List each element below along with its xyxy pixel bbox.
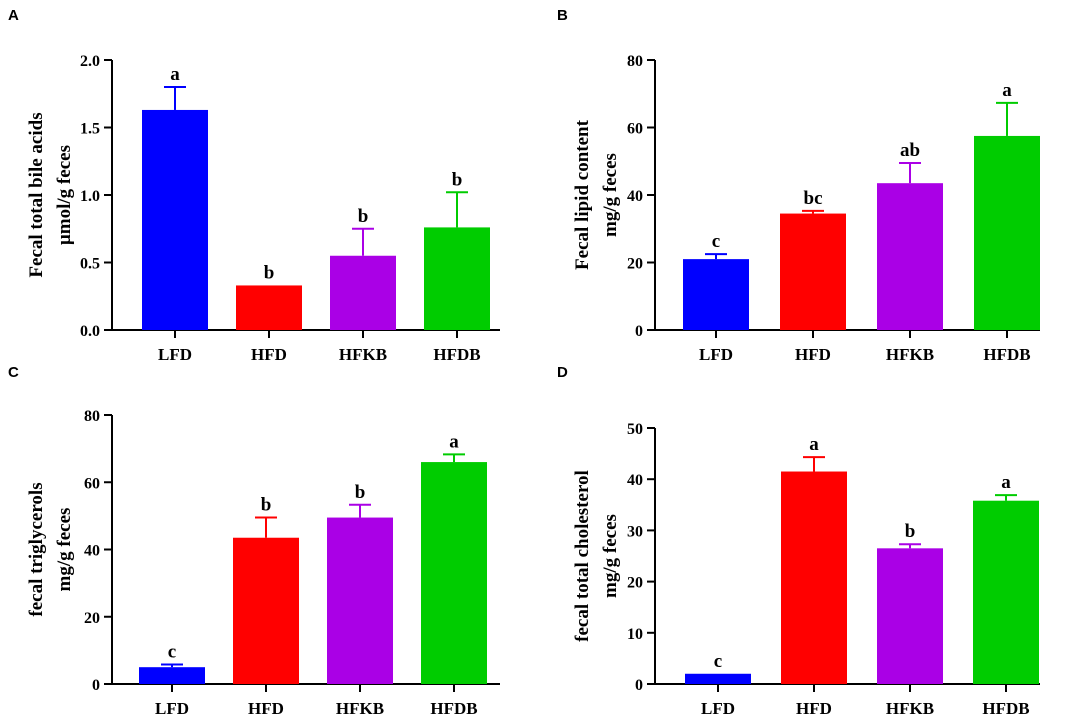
x-category-label: HFD [795,345,831,364]
bar-hfd [780,213,846,330]
significance-label: c [712,231,720,252]
y-tick-label: 40 [627,472,643,489]
y-axis-title-line: mg/g feces [600,514,621,598]
y-tick-label: 0 [635,323,643,340]
y-tick-label: 1.5 [80,121,100,138]
panel-letter: C [8,364,19,381]
significance-label: c [714,651,722,672]
bar-hfkb [877,548,943,684]
y-tick-label: 40 [84,543,100,560]
x-category-label: LFD [158,345,192,364]
x-category-label: LFD [155,699,189,717]
y-tick-label: 10 [627,626,643,643]
panel-c: C 0 20 40 60 80 fecal triglycerols mg/g feces LF… [8,364,500,717]
significance-label: b [452,169,463,190]
y-tick-label: 50 [627,421,643,438]
y-tick-label: 0 [92,677,100,694]
panel-a: A 0.0 0.5 1.0 1.5 2.0 Fecal total bile acids μm… [8,7,500,364]
bar-hfd [781,471,847,684]
significance-label: a [809,434,819,455]
x-category-label: LFD [701,699,735,717]
x-category-label: HFKB [339,345,387,364]
x-category-label: HFKB [336,699,384,717]
significance-label: b [264,262,275,283]
y-tick-label: 80 [627,53,643,70]
y-axis-title-line: fecal total cholesterol [572,470,593,642]
significance-label: a [1001,472,1011,493]
significance-label: c [168,641,176,662]
x-category-label: HFDB [433,345,480,364]
y-axis-title-line: μmol/g feces [54,145,75,245]
y-tick-label: 20 [627,575,643,592]
bar-hfdb [421,462,487,684]
y-tick-label: 20 [84,610,100,627]
bar-hfkb [877,183,943,330]
bar-hfdb [974,135,1040,330]
x-category-label: HFDB [983,345,1030,364]
significance-label: a [449,431,459,452]
y-axis-title-line: mg/g feces [600,153,621,237]
significance-label: b [358,206,369,227]
panel-d: D 0 10 20 30 40 50 fecal total cholesterol mg/g … [557,364,1040,717]
panel-letter: D [557,364,568,381]
y-tick-label: 80 [84,408,100,425]
y-axis-title-line: Fecal lipid content [572,119,593,270]
panel-letter: A [8,7,19,24]
significance-label: ab [900,140,920,161]
y-tick-label: 0.0 [80,323,100,340]
significance-label: a [1002,80,1012,101]
significance-label: b [261,495,272,516]
y-tick-label: 1.0 [80,188,100,205]
x-category-label: HFDB [982,699,1029,717]
bar-lfd [142,109,208,330]
bar-hfkb [330,255,396,330]
x-category-label: HFD [248,699,284,717]
y-axis-title-line: mg/g feces [54,508,75,592]
bar-lfd [685,673,751,684]
x-category-label: HFD [251,345,287,364]
bar-lfd [139,667,205,684]
y-tick-label: 0 [635,677,643,694]
y-tick-label: 0.5 [80,256,100,273]
significance-label: bc [804,188,823,209]
bar-hfd [236,285,302,330]
y-axis-title-line: Fecal total bile acids [26,112,47,277]
y-tick-label: 40 [627,188,643,205]
y-tick-label: 60 [84,475,100,492]
bar-hfdb [424,227,490,330]
x-category-label: HFKB [886,345,934,364]
bar-hfdb [973,500,1039,684]
significance-label: b [905,521,916,542]
y-tick-label: 2.0 [80,53,100,70]
bar-hfd [233,537,299,684]
panel-letter: B [557,7,568,24]
x-category-label: HFDB [430,699,477,717]
y-tick-label: 20 [627,256,643,273]
bar-hfkb [327,517,393,684]
significance-label: a [170,64,180,85]
x-category-label: HFD [796,699,832,717]
significance-label: b [355,482,366,503]
x-category-label: HFKB [886,699,934,717]
y-axis-title-line: fecal triglycerols [26,482,47,616]
y-tick-label: 30 [627,523,643,540]
x-category-label: LFD [699,345,733,364]
bar-lfd [683,259,749,330]
panel-b: B 0 20 40 60 80 Fecal lipid content mg/g feces L… [557,7,1040,364]
y-tick-label: 60 [627,121,643,138]
